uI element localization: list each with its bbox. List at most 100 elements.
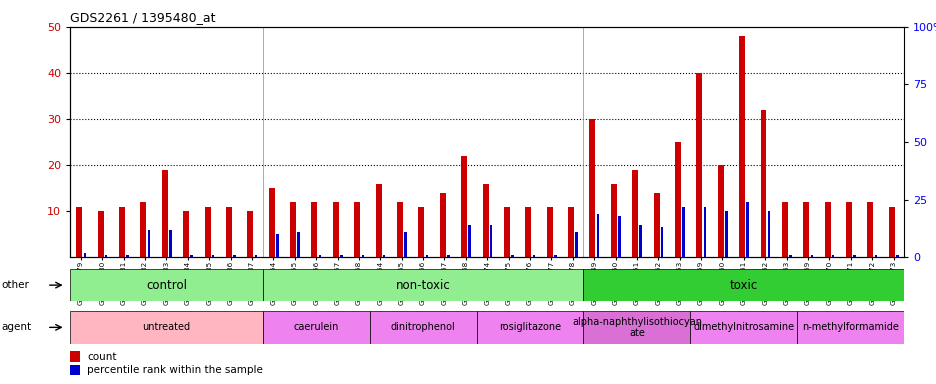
Bar [340,255,343,257]
Bar [739,36,744,257]
Bar [83,253,86,257]
Text: rosiglitazone: rosiglitazone [498,322,561,333]
Bar [482,184,488,257]
Bar [867,202,872,257]
Text: GDS2261 / 1395480_at: GDS2261 / 1395480_at [70,12,215,25]
Text: untreated: untreated [142,322,190,333]
Bar [397,202,402,257]
Bar [681,207,684,257]
Bar [546,207,552,257]
Bar [97,211,104,257]
Bar [76,207,82,257]
Bar [525,207,531,257]
Text: n-methylformamide: n-methylformamide [801,322,899,333]
Bar [618,216,620,257]
Bar [297,232,300,257]
Bar [183,211,189,257]
Bar [610,184,616,257]
Bar [269,188,274,257]
Bar [797,311,903,344]
Bar [695,73,702,257]
Bar [418,207,424,257]
Text: count: count [87,352,116,362]
Text: dimethylnitrosamine: dimethylnitrosamine [693,322,794,333]
Text: alpha-naphthylisothiocyan
ate: alpha-naphthylisothiocyan ate [571,316,701,338]
Bar [553,255,556,257]
Bar [583,269,903,301]
Bar [119,207,124,257]
Bar [361,255,364,257]
Text: other: other [1,280,29,290]
Bar [126,255,129,257]
Bar [262,269,583,301]
Bar [446,255,449,257]
Bar [831,255,834,257]
Bar [247,211,253,257]
Bar [383,255,385,257]
Bar [255,255,256,257]
Bar [290,202,296,257]
Bar [690,311,797,344]
Bar [767,211,769,257]
Bar [233,255,236,257]
Bar [439,193,446,257]
Bar [70,269,262,301]
Bar [895,255,898,257]
Bar [190,255,193,257]
Bar [262,311,369,344]
Bar [369,311,476,344]
Bar [162,170,168,257]
Bar [575,232,578,257]
Bar [703,207,706,257]
Bar [403,232,406,257]
Bar [511,255,513,257]
Bar [760,110,766,257]
Bar [596,214,599,257]
Text: agent: agent [1,322,31,333]
Bar [567,207,574,257]
Bar [660,227,663,257]
Bar [105,255,108,257]
Text: toxic: toxic [729,279,757,291]
Bar [583,311,690,344]
Bar [70,351,80,362]
Bar [504,207,509,257]
Text: caerulein: caerulein [293,322,339,333]
Bar [276,234,278,257]
Bar [781,202,787,257]
Bar [888,207,894,257]
Bar [490,225,491,257]
Bar [638,225,641,257]
Bar [375,184,381,257]
Text: control: control [146,279,187,291]
Bar [632,170,637,257]
Bar [810,255,812,257]
Bar [468,225,471,257]
Bar [532,255,534,257]
Bar [589,119,594,257]
Bar [802,202,809,257]
Bar [332,202,339,257]
Bar [674,142,680,257]
Bar [845,202,851,257]
Bar [724,211,727,257]
Bar [653,193,659,257]
Bar [226,207,232,257]
Bar [212,255,214,257]
Bar [717,165,723,257]
Bar [204,207,211,257]
Bar [140,202,146,257]
Bar [476,311,583,344]
Bar [354,202,359,257]
Bar [425,255,428,257]
Bar [824,202,829,257]
Bar [148,230,150,257]
Text: dinitrophenol: dinitrophenol [390,322,455,333]
Bar [70,365,80,376]
Bar [874,255,876,257]
Text: non-toxic: non-toxic [395,279,450,291]
Bar [318,255,321,257]
Bar [461,156,467,257]
Bar [788,255,791,257]
Bar [746,202,748,257]
